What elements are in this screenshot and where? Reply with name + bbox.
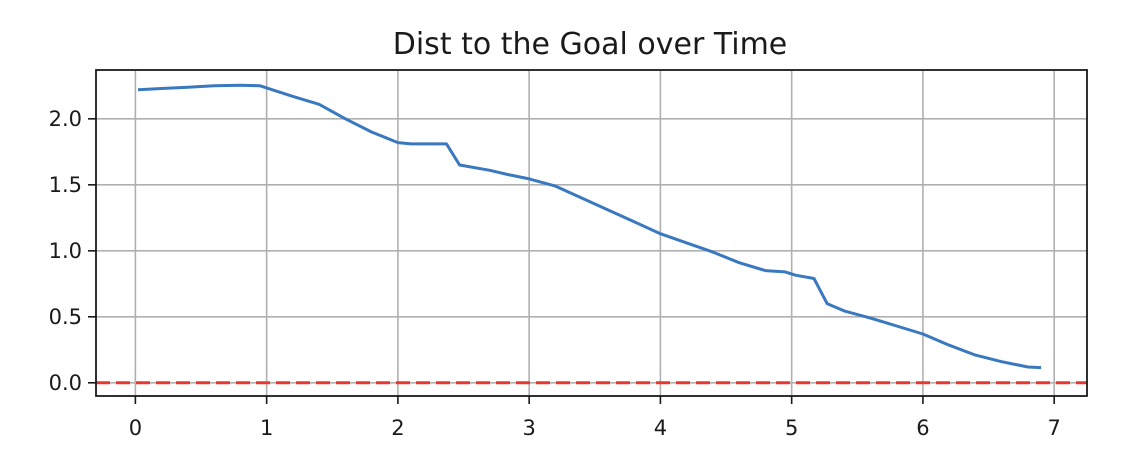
x-axis: 0 1 2 3 4 5 6 7 — [129, 396, 1061, 440]
distance-series-line — [137, 83, 1042, 370]
x-tick-label: 2 — [391, 416, 404, 440]
plot-frame — [95, 69, 1088, 397]
y-tick-label: 0.5 — [49, 305, 82, 329]
x-tick-label: 7 — [1047, 416, 1060, 440]
x-tick-label: 4 — [654, 416, 667, 440]
x-tick-label: 5 — [785, 416, 798, 440]
x-tick-label: 3 — [522, 416, 535, 440]
y-axis: 0.0 0.5 1.0 1.5 2.0 — [49, 107, 96, 395]
y-tick-label: 0.0 — [49, 371, 82, 395]
x-tick-label: 1 — [260, 416, 273, 440]
x-tick-label: 6 — [916, 416, 929, 440]
y-tick-label: 2.0 — [49, 107, 82, 131]
y-tick-label: 1.5 — [49, 173, 82, 197]
x-tick-label: 0 — [129, 416, 142, 440]
series-group — [96, 83, 1087, 385]
grid — [96, 70, 1087, 396]
y-tick-label: 1.0 — [49, 239, 82, 263]
chart-title: Dist to the Goal over Time — [393, 27, 788, 62]
